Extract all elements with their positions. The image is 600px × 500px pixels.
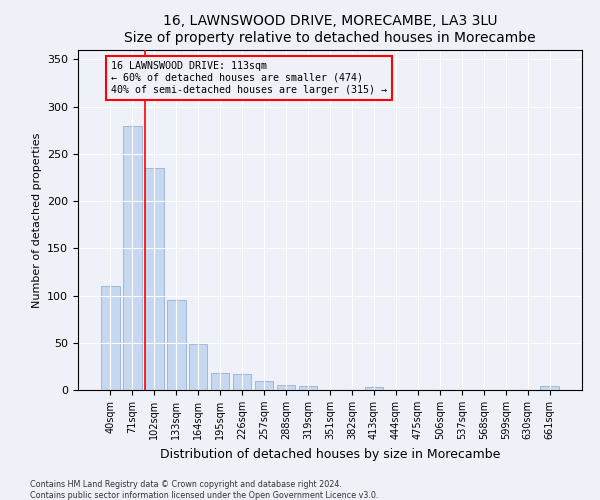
Bar [277, 386, 295, 390]
Bar [255, 380, 274, 390]
Bar [365, 387, 383, 390]
Bar [211, 373, 229, 390]
Text: 16 LAWNSWOOD DRIVE: 113sqm
← 60% of detached houses are smaller (474)
40% of sem: 16 LAWNSWOOD DRIVE: 113sqm ← 60% of deta… [111, 62, 387, 94]
X-axis label: Distribution of detached houses by size in Morecambe: Distribution of detached houses by size … [160, 448, 500, 460]
Bar [101, 286, 119, 390]
Bar [189, 344, 208, 390]
Bar [123, 126, 142, 390]
Text: Contains HM Land Registry data © Crown copyright and database right 2024.
Contai: Contains HM Land Registry data © Crown c… [30, 480, 379, 500]
Y-axis label: Number of detached properties: Number of detached properties [32, 132, 41, 308]
Bar [145, 168, 164, 390]
Bar [299, 386, 317, 390]
Bar [167, 300, 185, 390]
Bar [233, 374, 251, 390]
Title: 16, LAWNSWOOD DRIVE, MORECAMBE, LA3 3LU
Size of property relative to detached ho: 16, LAWNSWOOD DRIVE, MORECAMBE, LA3 3LU … [124, 14, 536, 44]
Bar [541, 386, 559, 390]
